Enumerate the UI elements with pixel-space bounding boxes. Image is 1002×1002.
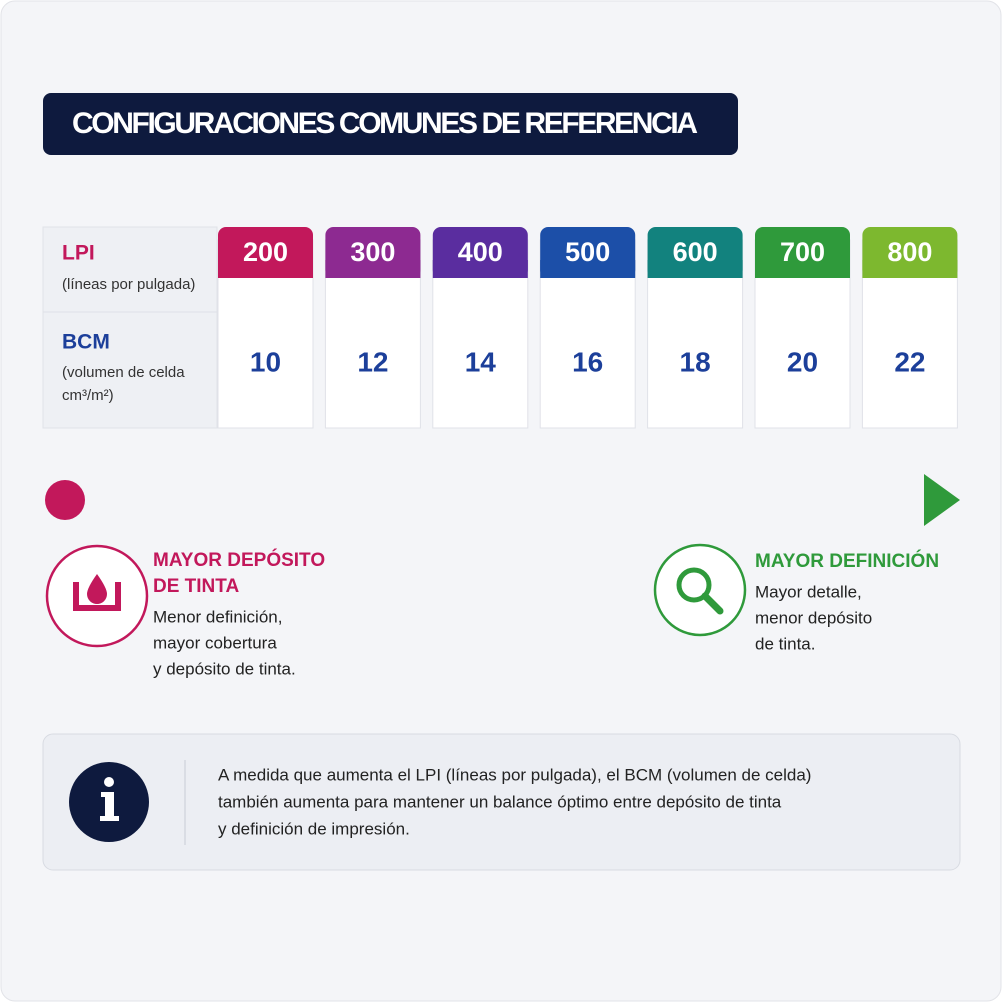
bcm-value: 16 bbox=[572, 346, 603, 377]
scale-title: MAYOR DEFINICIÓN bbox=[755, 550, 939, 572]
note-box bbox=[42, 733, 961, 871]
bcm-value: 18 bbox=[680, 346, 711, 377]
bcm-value: 12 bbox=[357, 346, 388, 377]
scale-arrow bbox=[924, 474, 960, 526]
lpi-value: 700 bbox=[780, 237, 825, 267]
scale-text-line: Mayor detalle, bbox=[755, 582, 862, 601]
ink-icon-drop bbox=[87, 574, 107, 604]
scale-text-line: de tinta. bbox=[755, 634, 816, 653]
magnifier-handle bbox=[701, 592, 724, 615]
lpi-value: 300 bbox=[350, 237, 395, 267]
title-bar bbox=[43, 93, 738, 155]
column-header-base bbox=[647, 260, 743, 278]
row-sublabel: (líneas por pulgada) bbox=[62, 276, 195, 293]
scale-title: DE TINTA bbox=[153, 576, 239, 597]
column-header-base bbox=[862, 260, 958, 278]
column-header-base bbox=[325, 260, 421, 278]
note-line: y definición de impresión. bbox=[218, 819, 410, 838]
ink-icon-tray bbox=[73, 582, 121, 611]
scale-text-line: menor depósito bbox=[755, 608, 872, 627]
column-header-base bbox=[432, 260, 528, 278]
row-sublabel: (volumen de celda bbox=[62, 364, 185, 381]
magnifier-lens bbox=[676, 567, 712, 603]
scale-text: MAYOR DEPÓSITO DE TINTA Menor definición, m… bbox=[153, 549, 939, 678]
bcm-value: 10 bbox=[250, 346, 281, 377]
row-labels: LPI (líneas por pulgada) BCM (volumen de ce… bbox=[62, 242, 195, 404]
bcm-value: 22 bbox=[894, 346, 925, 377]
row-label: LPI bbox=[62, 242, 95, 265]
title: CONFIGURACIONES COMUNES DE REFERENCIA bbox=[72, 107, 698, 140]
bcm-value: 14 bbox=[465, 346, 497, 377]
note-text: A medida que aumenta el LPI (líneas por … bbox=[218, 765, 811, 838]
row-label: BCM bbox=[62, 331, 110, 354]
bcm-value: 20 bbox=[787, 346, 818, 377]
lpi-value: 400 bbox=[458, 237, 503, 267]
magnifier-icon bbox=[653, 543, 747, 637]
scale-text-line: mayor cobertura bbox=[153, 633, 277, 652]
column-header-base bbox=[755, 260, 850, 278]
columns: 200 10 300 12 400 14 500 16 600 18 700 20 800 22 bbox=[217, 227, 958, 429]
row-label-cell bbox=[42, 226, 218, 429]
row-sublabel: cm³/m²) bbox=[62, 387, 114, 404]
lpi-value: 200 bbox=[243, 237, 288, 267]
lpi-value: 800 bbox=[887, 237, 932, 267]
lpi-value: 600 bbox=[673, 237, 718, 267]
note-line: A medida que aumenta el LPI (líneas por … bbox=[218, 765, 811, 784]
scale-text-line: Menor definición, bbox=[153, 607, 282, 626]
info-stem bbox=[100, 792, 119, 821]
column-header-base bbox=[540, 260, 636, 278]
info-dot bbox=[104, 777, 114, 787]
note-line: también aumenta para mantener un balance… bbox=[218, 792, 782, 811]
scale-title: MAYOR DEPÓSITO bbox=[153, 549, 325, 571]
lpi-value: 500 bbox=[565, 237, 610, 267]
scale-text-line: y depósito de tinta. bbox=[153, 659, 296, 678]
column-header-base bbox=[218, 260, 313, 278]
scale-start bbox=[45, 480, 85, 520]
